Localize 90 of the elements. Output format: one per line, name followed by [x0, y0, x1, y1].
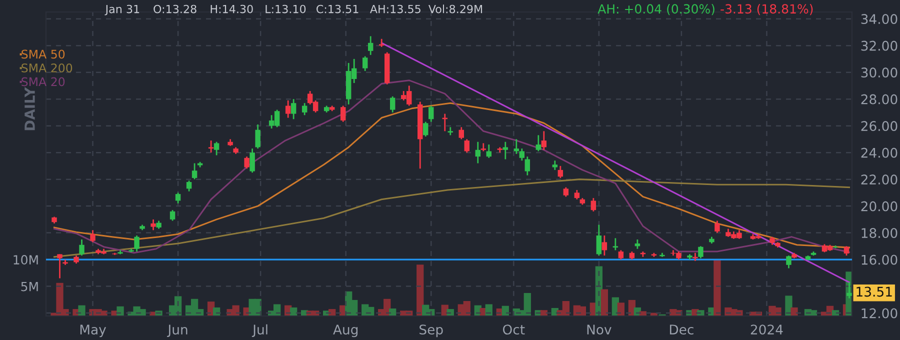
annotation: C:13.51 — [316, 4, 358, 14]
annotation: L:13.10 — [266, 4, 306, 14]
candlestick — [255, 124, 260, 150]
candlestick — [519, 148, 525, 162]
y-tick-label: 30.00 — [861, 68, 898, 78]
bar — [617, 302, 625, 316]
annotation: AH: +0.04 (0.30%) — [598, 4, 714, 16]
line-series — [53, 178, 850, 258]
annotation: O:13.28 — [154, 4, 196, 14]
bar — [600, 289, 608, 316]
candlestick — [714, 220, 720, 234]
candlestick — [134, 234, 140, 252]
candlestick — [618, 250, 624, 260]
candlestick — [423, 121, 428, 138]
candlestick — [57, 254, 62, 279]
candlestick — [250, 148, 255, 174]
annotation: AH:13.55 — [370, 4, 420, 14]
x-tick-label: Jun — [167, 324, 188, 337]
y-tick-label: 18.00 — [862, 228, 898, 238]
candlestick — [302, 102, 308, 116]
candlestick — [362, 56, 368, 72]
y-tick-label: 16.00 — [862, 254, 898, 265]
y-tick-label: 20.00 — [861, 201, 898, 212]
candlestick — [79, 238, 84, 256]
candlestick — [390, 96, 396, 114]
y2-tick-label: 5M — [21, 282, 38, 292]
x-tick-label: 2024 — [750, 324, 783, 335]
annotation: -3.13 (18.81%) — [720, 4, 813, 16]
candlestick — [502, 141, 508, 160]
candlestick — [170, 209, 176, 222]
candlestick — [536, 134, 542, 152]
bar — [416, 264, 424, 316]
y-tick-label: 12.00 — [862, 308, 898, 318]
y-tick-label: 28.00 — [861, 94, 898, 104]
candlestick — [214, 141, 220, 156]
x-tick-label: Dec — [670, 324, 694, 335]
annotation: Jan 31 — [104, 4, 140, 16]
bar — [714, 259, 721, 316]
candlestick — [290, 98, 296, 120]
candlestick — [244, 156, 250, 170]
annotation: H:14.30 — [210, 4, 253, 14]
candlestick — [186, 180, 192, 192]
candlestick — [458, 126, 464, 140]
text: DAILY — [24, 87, 35, 130]
candlestick — [192, 162, 198, 180]
bar — [116, 306, 124, 316]
legend-label: SMA 20 — [22, 77, 65, 86]
bar — [790, 307, 798, 316]
x-tick-label: Sep — [420, 324, 443, 338]
candlestick — [90, 229, 96, 243]
x-tick-label: Oct — [502, 324, 525, 335]
legend-label: SMA 200 — [22, 63, 72, 72]
x-tick-label: Jul — [252, 324, 268, 337]
candlestick — [844, 245, 850, 256]
candlestick — [150, 218, 156, 231]
bar — [78, 305, 86, 316]
candlestick — [475, 141, 480, 164]
candlestick — [428, 105, 434, 122]
bar — [485, 304, 492, 316]
candlestick — [552, 160, 558, 171]
candlestick — [175, 192, 181, 204]
y-tick-label: 26.00 — [861, 121, 898, 132]
candlestick — [541, 130, 547, 151]
x-tick-label: Nov — [587, 324, 612, 335]
annotation: Vol:8.29M — [428, 4, 482, 14]
candlestick — [524, 156, 530, 176]
candlestick — [558, 165, 564, 179]
candlestick — [563, 186, 569, 198]
candlestick — [208, 140, 214, 154]
x-tick-label: May — [80, 324, 106, 338]
candlestick — [464, 138, 470, 154]
y-tick-label: 22.00 — [861, 174, 898, 185]
y-tick-label: 34.00 — [861, 14, 898, 24]
legend-label: SMA 50 — [22, 50, 65, 59]
candlestick — [574, 189, 580, 200]
annotation: 13.51 — [856, 286, 892, 297]
y-tick-label: 24.00 — [861, 148, 898, 158]
x-tick-label: Aug — [333, 324, 358, 338]
candlestick — [596, 224, 602, 256]
candlestick — [786, 254, 792, 269]
candlestick — [590, 197, 596, 212]
candlestick — [285, 100, 291, 118]
y2-tick-label: 10M — [14, 255, 38, 265]
y-tick-label: 32.00 — [861, 40, 898, 51]
candlestick — [486, 144, 492, 159]
candlestick — [698, 245, 704, 259]
candlestick — [368, 36, 374, 56]
candlestick — [340, 105, 346, 122]
candlestick — [612, 237, 618, 251]
candlestick — [602, 234, 608, 256]
